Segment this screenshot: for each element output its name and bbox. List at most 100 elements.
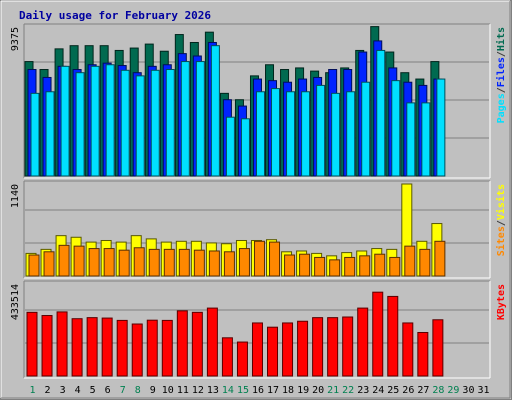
- bar-sites-day-11: [178, 248, 190, 277]
- series-kbytes: [26, 291, 444, 377]
- bar-kbytes-day-4: [71, 318, 83, 377]
- bar-sites-day-19: [299, 253, 311, 277]
- x-tick-label: 28: [432, 385, 444, 396]
- bar-kbytes-day-12: [191, 311, 203, 377]
- bar-kbytes-day-27: [417, 331, 429, 377]
- bar-pages-day-13: [210, 45, 220, 177]
- legend-entry: Visits: [495, 184, 507, 220]
- bar-kbytes-day-21: [327, 317, 339, 377]
- bar-kbytes-day-16: [251, 322, 263, 377]
- bar-sites-day-8: [133, 247, 145, 277]
- bar-pages-day-26: [406, 102, 416, 177]
- x-tick-label: 27: [417, 385, 429, 396]
- bar-pages-day-1: [30, 92, 40, 177]
- bar-pages-day-15: [240, 118, 250, 177]
- x-tick-label: 30: [462, 385, 474, 396]
- legend-entry: KBytes: [496, 284, 507, 320]
- chart-title: Daily usage for February 2026: [19, 9, 211, 22]
- bar-pages-day-2: [45, 91, 55, 177]
- x-tick-label: 9: [150, 385, 156, 396]
- x-tick-label: 4: [75, 385, 81, 396]
- bar-kbytes-day-25: [387, 295, 399, 377]
- legend-entry: /: [496, 51, 507, 57]
- x-tick-label: 13: [207, 385, 219, 396]
- bar-pages-day-24: [376, 49, 386, 177]
- bar-sites-day-1: [28, 254, 40, 277]
- legend-visits-sites: Sites/Visits: [495, 184, 507, 256]
- bar-kbytes-day-20: [312, 317, 324, 377]
- bar-pages-day-25: [391, 80, 401, 177]
- bar-sites-day-3: [58, 244, 70, 277]
- bar-sites-day-28: [434, 240, 446, 277]
- x-tick-label: 1: [30, 385, 36, 396]
- bar-kbytes-day-7: [116, 319, 128, 377]
- legend-entry: /: [496, 220, 507, 226]
- x-tick-label: 10: [162, 385, 174, 396]
- x-tick-label: 29: [447, 385, 459, 396]
- y-axis-max-label: 9375: [10, 27, 21, 51]
- bar-kbytes-day-9: [146, 319, 158, 377]
- bar-sites-day-13: [208, 250, 220, 277]
- bar-kbytes-day-8: [131, 323, 143, 377]
- bar-sites-day-14: [223, 251, 235, 277]
- bar-pages-day-28: [436, 78, 446, 177]
- bar-sites-day-24: [374, 253, 386, 277]
- bar-pages-day-16: [255, 91, 265, 177]
- bar-kbytes-day-19: [297, 320, 309, 377]
- bar-pages-day-7: [120, 69, 130, 177]
- bar-pages-day-18: [286, 91, 296, 177]
- bar-pages-day-22: [346, 91, 356, 177]
- bar-kbytes-day-17: [267, 326, 279, 377]
- legend-kbytes: KBytes: [496, 284, 507, 320]
- bar-kbytes-day-11: [176, 310, 188, 377]
- bar-pages-day-12: [195, 61, 205, 177]
- x-tick-label: 19: [297, 385, 309, 396]
- bar-sites-day-26: [404, 245, 416, 277]
- bar-pages-day-6: [105, 64, 115, 177]
- bar-kbytes-day-24: [372, 291, 384, 377]
- series-sites: [28, 240, 446, 277]
- x-tick-label: 20: [312, 385, 324, 396]
- bar-sites-day-16: [253, 240, 265, 277]
- bar-kbytes-day-15: [236, 341, 248, 377]
- x-tick-label: 25: [387, 385, 399, 396]
- x-tick-label: 12: [192, 385, 204, 396]
- x-tick-label: 7: [120, 385, 126, 396]
- bar-sites-day-10: [163, 248, 175, 277]
- bar-pages-day-10: [165, 69, 175, 177]
- x-tick-label: 2: [45, 385, 51, 396]
- x-tick-label: 22: [342, 385, 354, 396]
- bar-sites-day-12: [193, 249, 205, 277]
- bar-pages-day-21: [331, 92, 341, 177]
- bar-sites-day-9: [148, 248, 160, 277]
- bar-pages-day-14: [225, 116, 235, 177]
- bar-sites-day-23: [359, 255, 371, 277]
- bar-sites-day-22: [344, 256, 356, 277]
- bar-pages-day-19: [301, 91, 311, 177]
- x-tick-label: 11: [177, 385, 189, 396]
- bar-pages-day-5: [90, 65, 100, 177]
- bar-kbytes-day-23: [357, 307, 369, 377]
- panel-kbytes: 433514 KBytes: [10, 280, 507, 379]
- legend-entry: Hits: [495, 27, 507, 51]
- x-tick-label: 3: [60, 385, 66, 396]
- bar-pages-day-27: [421, 102, 431, 177]
- bar-pages-day-23: [361, 81, 371, 177]
- bar-kbytes-day-14: [221, 337, 233, 377]
- bar-sites-day-5: [88, 248, 100, 277]
- x-tick-label: 8: [135, 385, 141, 396]
- bar-pages-day-11: [180, 61, 190, 177]
- x-axis-labels: 1 2 3 4 5 6 7 8 9 10 11 12 13 14 15 16 17 18 19 20 21 22 23 24 2…: [30, 385, 490, 396]
- x-tick-label: 15: [237, 385, 249, 396]
- x-tick-label: 17: [267, 385, 279, 396]
- bar-sites-day-6: [103, 248, 115, 277]
- bar-kbytes-day-1: [26, 311, 38, 377]
- x-tick-label: 18: [282, 385, 294, 396]
- bar-kbytes-day-6: [101, 317, 113, 377]
- bar-sites-day-4: [73, 245, 85, 277]
- bar-pages-day-4: [75, 72, 85, 177]
- panel-visits-sites: 1140 Sites/Visits: [10, 180, 507, 279]
- chart-panels: 9375Pages/Files/Hits1140Sites/Visits4335…: [10, 23, 507, 379]
- y-axis-max-label: 1140: [10, 184, 21, 208]
